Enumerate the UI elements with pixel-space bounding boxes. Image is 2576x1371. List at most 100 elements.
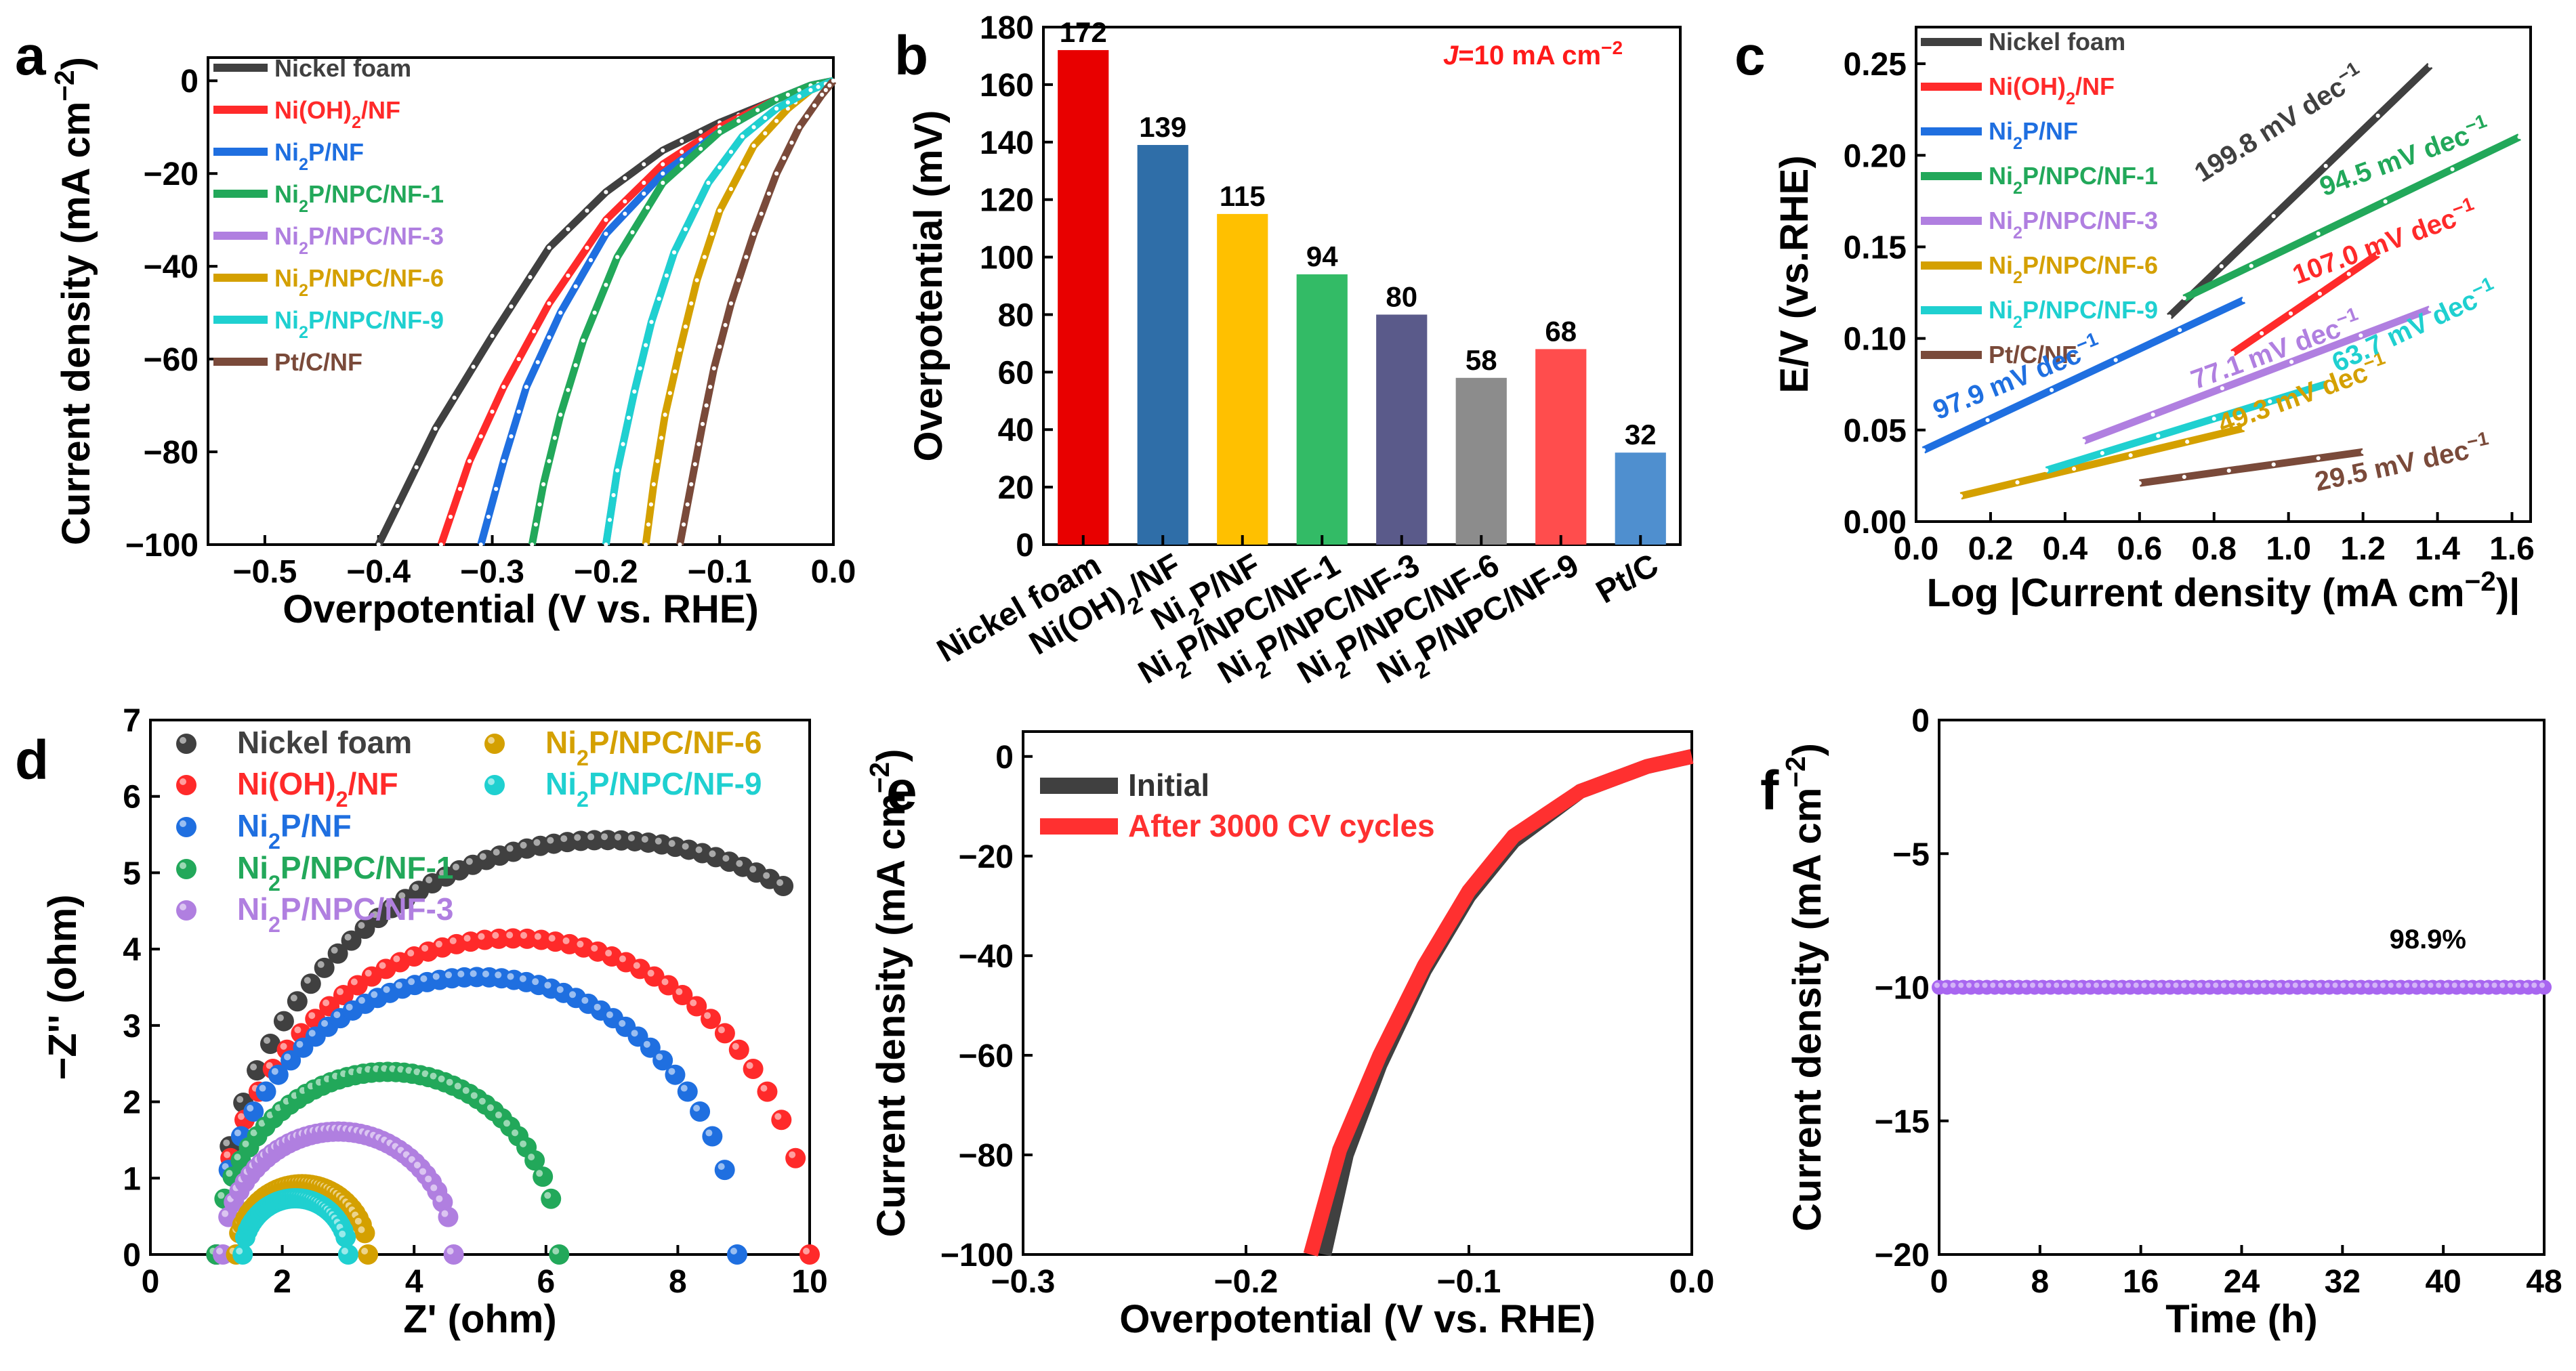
y-tick-label: 0 <box>123 1238 141 1273</box>
series-line-c-marker <box>2323 163 2328 169</box>
data-point-highlight <box>2205 982 2211 988</box>
y-tick-label: 0 <box>995 740 1014 776</box>
data-point-highlight <box>438 869 446 877</box>
data-point-highlight <box>470 1092 478 1099</box>
series-line-a-marker <box>533 522 538 527</box>
data-point-highlight <box>271 1068 278 1075</box>
data-point-highlight <box>436 1195 443 1202</box>
series-line-a-marker <box>457 486 463 491</box>
series-line-a-marker <box>700 421 705 427</box>
data-point-highlight <box>2181 982 2187 988</box>
data-point-highlight <box>2054 982 2060 988</box>
series-line-a-marker <box>541 482 546 487</box>
data-point-highlight <box>619 955 626 963</box>
series-line-a-marker <box>604 542 608 547</box>
data-point-highlight <box>421 1070 429 1078</box>
y-tick-label: −100 <box>125 528 199 564</box>
axes-frame <box>1022 730 1693 1256</box>
data-point-highlight <box>463 935 471 942</box>
series-line-a-marker <box>751 232 756 236</box>
data-point-highlight <box>247 1105 254 1112</box>
bar <box>1455 377 1507 545</box>
data-point-highlight <box>238 1113 245 1120</box>
data-point-highlight <box>339 1230 346 1238</box>
data-point-highlight <box>336 988 344 996</box>
data-point-highlight <box>2045 982 2052 988</box>
y-tick-label: 140 <box>980 125 1034 161</box>
data-point-highlight <box>2228 982 2235 988</box>
data-point <box>232 1244 253 1265</box>
series-line-a <box>642 77 835 545</box>
data-point-highlight <box>321 1019 329 1027</box>
series-line-a-marker <box>789 140 794 145</box>
series-line-a-marker <box>661 180 665 185</box>
data-point-highlight <box>690 999 697 1007</box>
data-point-highlight <box>569 991 577 998</box>
series-line-c-marker <box>2071 467 2077 471</box>
series-line-a-marker <box>728 150 734 154</box>
legend-label-a: Ni2P/NPC/NF-1 <box>274 180 444 216</box>
y-axis-title: Overpotential (mV) <box>907 110 951 462</box>
y-tick-label: −80 <box>959 1138 1014 1174</box>
series-line-a-marker <box>808 87 813 93</box>
series-line-c <box>2166 62 2433 320</box>
data-point-highlight <box>668 840 676 847</box>
series-line-c-marker <box>2359 333 2363 338</box>
data-point-highlight <box>718 1026 725 1034</box>
data-point-highlight <box>562 937 570 944</box>
series-line-a-marker <box>667 391 672 396</box>
data-point-highlight <box>2356 982 2362 988</box>
data-point <box>273 1011 294 1032</box>
series-line-a-marker <box>509 434 514 439</box>
series-line-c-marker <box>2185 440 2190 444</box>
series-line-c-marker <box>2288 311 2293 316</box>
y-tick-label: 0.15 <box>1844 230 1907 266</box>
x-tick-label: 1.2 <box>2340 531 2386 567</box>
data-point-highlight <box>470 970 477 977</box>
series-line-a <box>676 78 837 546</box>
series-line-a-marker <box>604 190 608 194</box>
legend-label-d: Ni2P/NPC/NF-1 <box>237 850 454 895</box>
data-point-highlight <box>495 971 502 979</box>
series-line-a-marker <box>494 486 499 491</box>
legend-label-a: Ni2P/NPC/NF-6 <box>274 264 444 300</box>
y-axis-title: Current density (mA cm−2) <box>864 749 913 1238</box>
slope-label: 107.0 mV dec−1 <box>2287 192 2480 290</box>
data-point-highlight <box>536 1170 543 1177</box>
bar-value-label: 58 <box>1466 344 1497 376</box>
x-axis-title: Time (h) <box>2165 1297 2318 1341</box>
data-point-highlight <box>2531 982 2537 988</box>
data-point-highlight <box>560 835 568 843</box>
data-point-highlight <box>486 1104 494 1112</box>
data-point-highlight <box>2308 982 2314 988</box>
y-tick-label: −15 <box>1875 1104 1930 1140</box>
data-point-highlight <box>478 933 485 940</box>
series-line-a-marker <box>661 162 665 167</box>
data-point-highlight <box>222 1210 229 1217</box>
data-point-highlight <box>2515 982 2521 988</box>
data-point-highlight <box>2436 982 2442 988</box>
legend-label-a: Nickel foam <box>274 54 411 82</box>
y-tick-label: 160 <box>980 68 1034 104</box>
data-point-highlight <box>506 931 514 939</box>
series-line-a-marker <box>820 92 825 97</box>
y-tick-label: 0.20 <box>1844 138 1907 174</box>
series-line-a-marker <box>759 211 764 216</box>
series-line-c-marker <box>2428 307 2432 312</box>
x-tick-label: 0 <box>1930 1264 1949 1300</box>
data-point-highlight <box>2468 982 2474 988</box>
series-line-a-marker <box>566 387 570 392</box>
data-point-highlight <box>2173 982 2179 988</box>
series-line-a-marker <box>471 364 476 369</box>
series-line-a-marker <box>744 255 749 259</box>
x-tick-label: −0.4 <box>346 554 411 590</box>
series-line-c-marker <box>2151 413 2155 417</box>
series-line-a-marker <box>699 129 703 134</box>
series-line-a-marker <box>782 156 787 161</box>
annotation: 98.9% <box>2390 925 2466 954</box>
y-tick-label: 0.05 <box>1844 413 1907 449</box>
series-line-c-marker <box>2316 456 2321 461</box>
series-line-a-marker <box>644 343 648 347</box>
series-line-a-marker <box>659 436 664 440</box>
